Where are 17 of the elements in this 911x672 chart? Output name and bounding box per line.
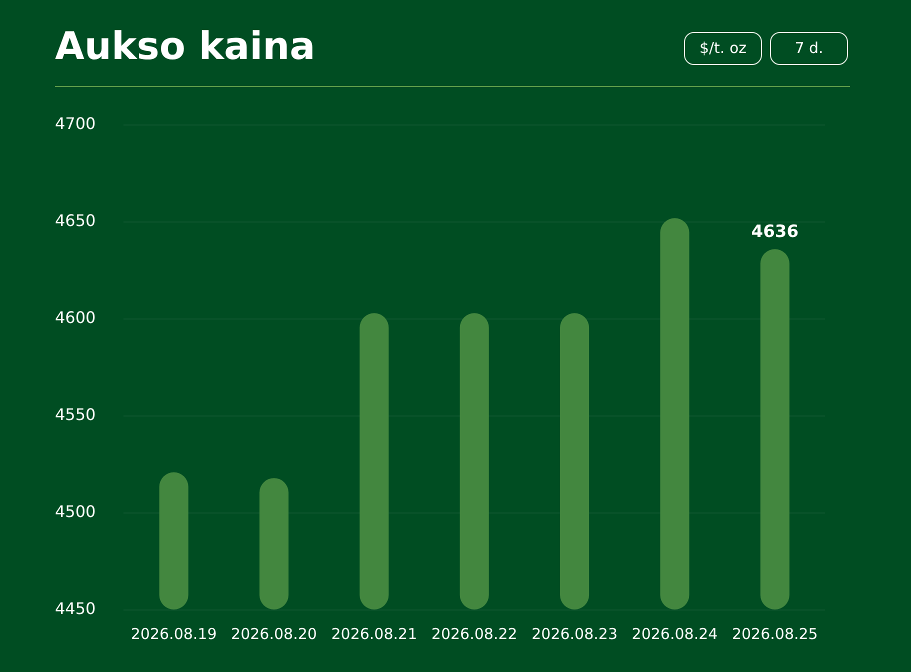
y-tick-label: 4600 [55, 308, 96, 328]
x-tick-label: 2026.08.23 [532, 624, 618, 643]
data-label: 4636 [751, 222, 799, 242]
x-tick-label: 2026.08.24 [632, 624, 718, 643]
y-tick-label: 4500 [55, 502, 96, 522]
chart-title: Aukso kaina [55, 24, 316, 68]
x-tick-label: 2026.08.22 [431, 624, 518, 643]
text: 7 d. [770, 32, 848, 65]
x-tick-label: 2026.08.21 [331, 624, 418, 643]
x-tick-label: 2026.08.25 [732, 624, 818, 643]
y-tick-label: 4550 [55, 405, 96, 424]
x-tick-label: 2026.08.20 [231, 624, 317, 643]
y-tick-label: 4650 [55, 211, 96, 230]
y-tick-label: 4700 [55, 114, 96, 134]
x-tick-label: 2026.08.19 [130, 624, 217, 643]
text: $/t. oz [684, 32, 762, 65]
y-tick-label: 4450 [55, 599, 96, 618]
